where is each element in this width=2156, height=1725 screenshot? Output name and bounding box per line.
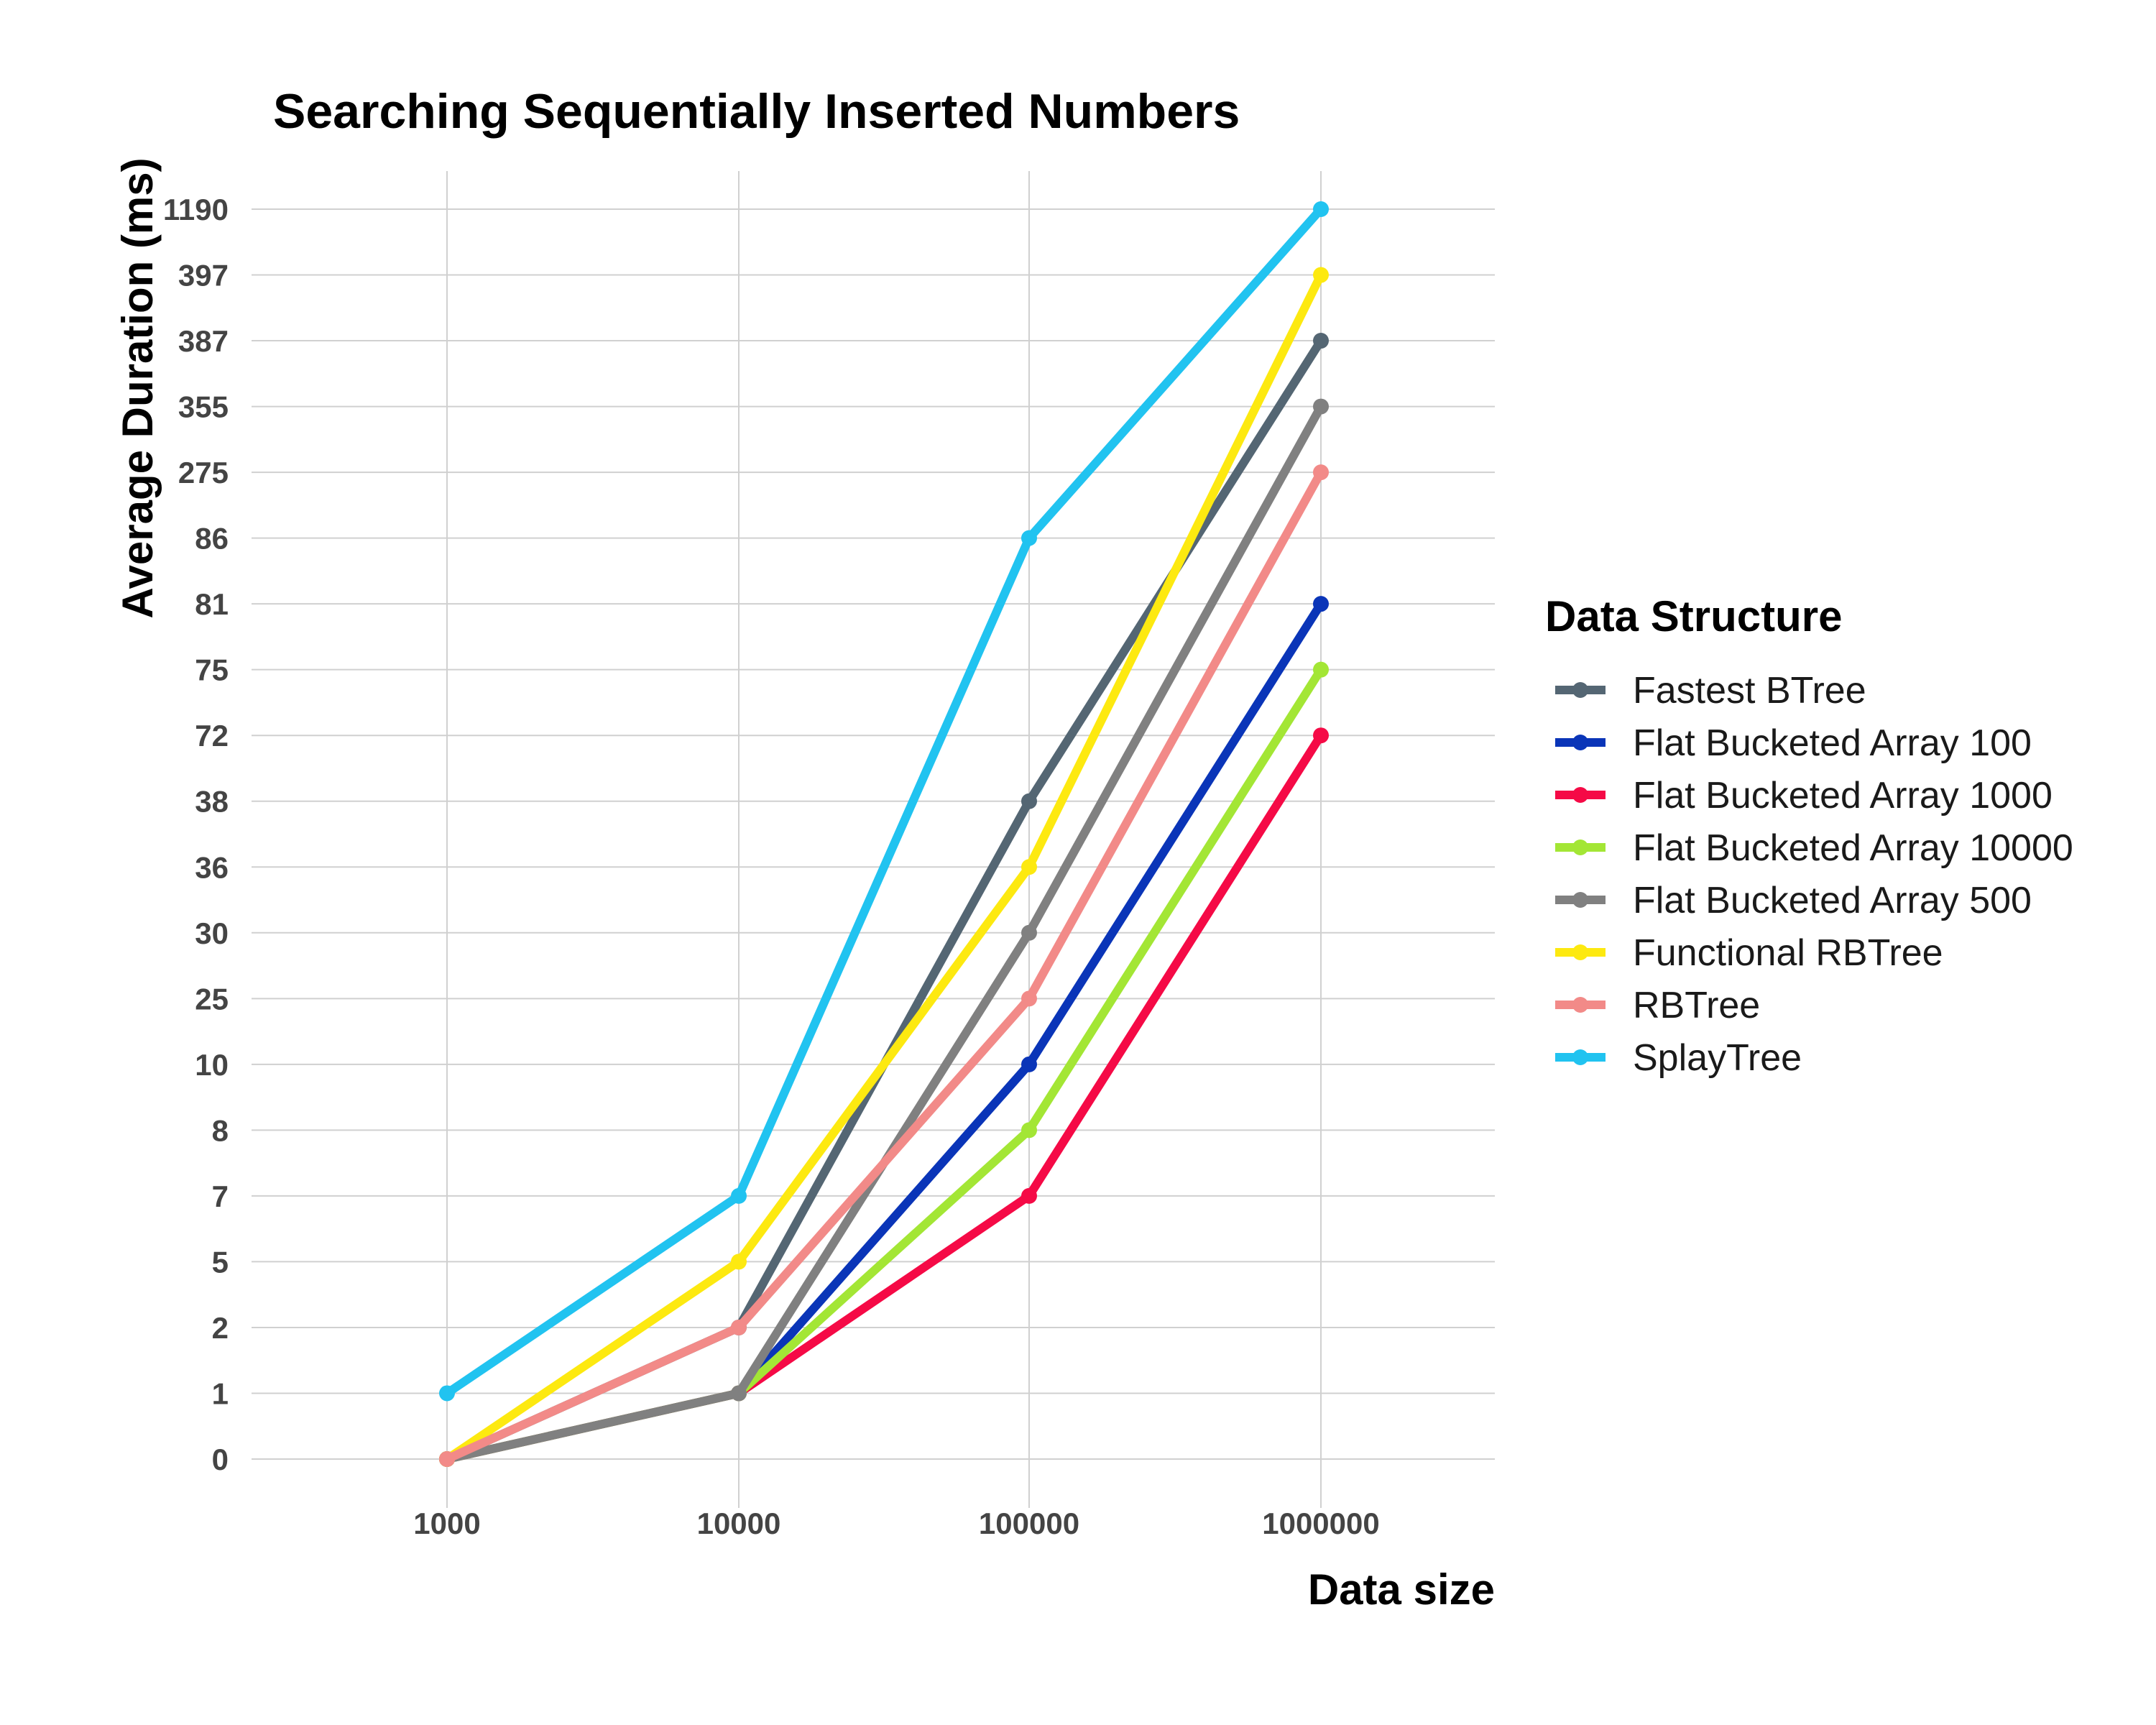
y-tick-label: 81: [195, 587, 229, 621]
legend-label: SplayTree: [1633, 1037, 1802, 1079]
grid: [252, 171, 1495, 1508]
legend-item: Flat Bucketed Array 1000: [1555, 775, 2053, 816]
legend-swatch-point: [1572, 682, 1588, 698]
data-point: [1021, 859, 1037, 875]
series-line: [443, 270, 1325, 1463]
y-tick-label: 397: [178, 259, 229, 293]
x-axis-ticks: 1000 10000 100000 1000000: [413, 1506, 1379, 1540]
y-tick-label: 387: [178, 324, 229, 358]
data-point: [731, 1385, 747, 1402]
series-rbtree: [439, 464, 1329, 1467]
data-point: [731, 1319, 747, 1335]
y-tick-label: 72: [195, 719, 229, 753]
x-tick-label: 100000: [979, 1506, 1079, 1540]
x-tick-label: 1000: [413, 1506, 480, 1540]
legend-item: Flat Bucketed Array 100: [1555, 722, 2032, 764]
data-point: [439, 1385, 455, 1402]
series-line: [443, 599, 1325, 1463]
data-point: [1313, 661, 1329, 678]
y-axis-title: Average Duration (ms): [114, 157, 162, 618]
data-point: [439, 1451, 455, 1467]
data-point: [1021, 990, 1037, 1007]
series-line: [443, 731, 1325, 1463]
y-tick-label: 0: [212, 1443, 229, 1476]
y-tick-label: 7: [212, 1179, 229, 1213]
y-tick-label: 30: [195, 916, 229, 950]
y-tick-label: 36: [195, 850, 229, 884]
legend-label: RBTree: [1633, 985, 1760, 1026]
data-point: [1021, 924, 1037, 941]
data-point: [731, 1254, 747, 1270]
series-flat-bucketed-array-1000: [439, 727, 1329, 1467]
series-lines: [439, 201, 1329, 1467]
y-tick-label: 5: [212, 1245, 229, 1279]
data-point: [1021, 1056, 1037, 1072]
legend-swatch-point: [1572, 787, 1588, 803]
y-tick-label: 1: [212, 1376, 229, 1410]
legend-item: Flat Bucketed Array 10000: [1555, 827, 2073, 869]
data-point: [1313, 464, 1329, 481]
series-flat-bucketed-array-100: [439, 596, 1329, 1467]
series-line: [443, 205, 1325, 1398]
legend-label: Flat Bucketed Array 100: [1633, 722, 2032, 764]
chart-title: Searching Sequentially Inserted Numbers: [273, 84, 1240, 139]
legend-title: Data Structure: [1545, 592, 1842, 640]
series-line: [443, 468, 1325, 1463]
y-tick-label: 25: [195, 982, 229, 1016]
y-tick-label: 1190: [163, 193, 229, 226]
legend-swatch-point: [1572, 735, 1588, 750]
y-tick-label: 2: [212, 1311, 229, 1345]
legend-label: Flat Bucketed Array 1000: [1633, 775, 2053, 816]
data-point: [1313, 398, 1329, 415]
legend-swatch-point: [1572, 892, 1588, 908]
y-tick-label: 355: [178, 390, 229, 424]
legend-swatch-point: [1572, 840, 1588, 855]
data-point: [1021, 530, 1037, 546]
series-splaytree: [439, 201, 1329, 1402]
data-point: [1021, 1187, 1037, 1204]
legend-label: Flat Bucketed Array 10000: [1633, 827, 2073, 869]
legend: Data Structure Fastest BTree Flat Buckete…: [1545, 592, 2073, 1079]
y-tick-label: 10: [195, 1048, 229, 1082]
data-point: [1313, 596, 1329, 612]
legend-item: RBTree: [1555, 985, 1760, 1026]
legend-items: Fastest BTree Flat Bucketed Array 100 Flat…: [1555, 670, 2073, 1079]
data-point: [1313, 201, 1329, 217]
data-point: [731, 1187, 747, 1204]
data-point: [1021, 793, 1037, 809]
y-tick-label: 275: [178, 456, 229, 489]
x-axis-title: Data size: [1308, 1565, 1495, 1614]
legend-swatch-point: [1572, 997, 1588, 1013]
x-tick-label: 1000000: [1262, 1506, 1380, 1540]
legend-label: Flat Bucketed Array 500: [1633, 880, 2032, 921]
y-tick-label: 8: [212, 1113, 229, 1147]
legend-label: Functional RBTree: [1633, 932, 1943, 974]
data-point: [1313, 267, 1329, 283]
y-tick-label: 86: [195, 522, 229, 556]
legend-item: Fastest BTree: [1555, 670, 1866, 712]
data-point: [1313, 727, 1329, 744]
legend-label: Fastest BTree: [1633, 670, 1866, 712]
legend-swatch-point: [1572, 1049, 1588, 1065]
x-tick-label: 10000: [697, 1506, 781, 1540]
data-point: [1021, 1122, 1037, 1138]
legend-swatch-point: [1572, 944, 1588, 960]
legend-item: SplayTree: [1555, 1037, 1802, 1079]
y-tick-label: 75: [195, 653, 229, 687]
data-point: [1313, 333, 1329, 349]
legend-item: Functional RBTree: [1555, 932, 1943, 974]
y-tick-label: 38: [195, 785, 229, 819]
legend-item: Flat Bucketed Array 500: [1555, 880, 2032, 921]
